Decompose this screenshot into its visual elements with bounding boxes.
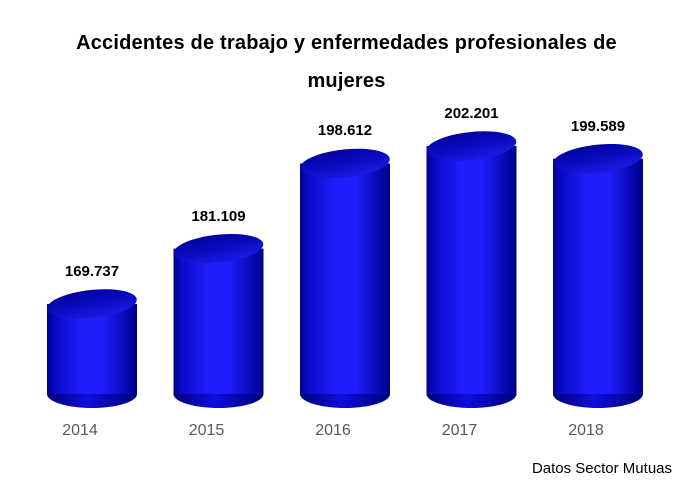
source-note: Datos Sector Mutuas xyxy=(531,460,672,477)
cylinder-top xyxy=(426,131,517,161)
cylinder-body xyxy=(173,248,264,394)
cylinder-body xyxy=(426,146,517,394)
cylinder-bar-2014 xyxy=(47,289,137,408)
cylinder-top xyxy=(300,148,390,179)
cylinder-body xyxy=(47,303,137,394)
cylinder-bar-2015 xyxy=(173,233,264,408)
cylinder-bar-2017 xyxy=(426,131,517,408)
cylinder-top xyxy=(173,233,264,264)
cylinder-top xyxy=(47,289,137,319)
cylinder-body xyxy=(300,163,390,394)
chart-title: Accidentes de trabajo y enfermedades pro… xyxy=(76,32,617,92)
cylinder-bar-2016 xyxy=(300,148,390,408)
cylinder-top xyxy=(553,144,643,174)
cylinder-body xyxy=(553,158,643,394)
cylinder-bar-2018 xyxy=(553,144,643,408)
